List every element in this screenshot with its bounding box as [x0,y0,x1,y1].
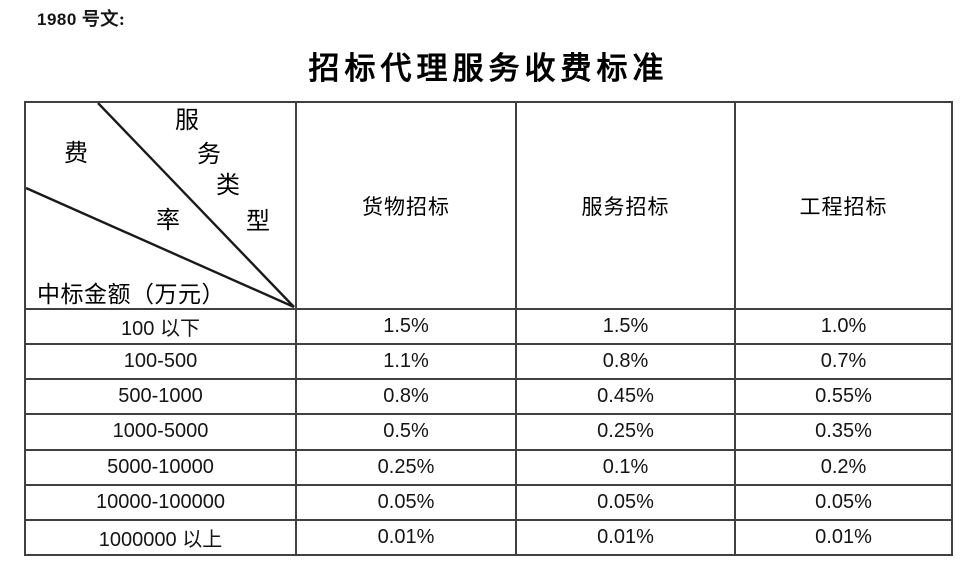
rate-value: 0.7% [820,350,867,373]
corner-type-char-4: 型 [246,209,270,235]
amount-range: 1000-5000 [112,420,209,443]
corner-type-char-3: 类 [216,173,240,199]
doc-number: 1980 [37,10,77,29]
table-row: 1000000 以上 0.01% 0.01% 0.01% [26,520,951,554]
rate-value: 0.8% [602,350,649,373]
rate-value: 0.05% [815,490,872,513]
rate-value: 1.0% [820,315,867,338]
rate-value: 0.05% [597,490,654,513]
amount-range: 500-1000 [118,385,203,408]
rate-value: 0.01% [377,525,435,548]
table-row: 100-500 1.1% 0.8% 0.7% [26,345,951,381]
rate-value: 0.35% [815,420,872,443]
rate-value: 0.01% [597,525,654,548]
corner-type-char-2: 务 [197,142,221,168]
table-row: 10000-100000 0.05% 0.05% 0.05% [26,485,951,521]
rate-value: 0.25% [377,455,435,478]
rate-value: 0.45% [597,385,654,408]
rate-value: 0.8% [383,385,429,408]
rate-value: 0.2% [820,455,867,478]
corner-type-char-1: 服 [175,108,199,134]
rate-value: 0.1% [602,455,649,478]
rate-value: 0.5% [383,420,429,443]
corner-row-axis-label: 中标金额（万元） [37,282,225,307]
rate-value: 0.25% [597,420,654,443]
amount-range: 100 以下 [121,318,200,341]
table-row: 100 以下 1.5% 1.5% 1.0% [26,310,951,346]
amount-range: 10000-100000 [95,490,225,513]
table-row: 500-1000 0.8% 0.45% 0.55% [26,380,951,416]
amount-range: 100-500 [123,350,198,373]
corner-rate-char: 率 [156,208,180,234]
column-header-engineering: 工程招标 [799,194,888,219]
amount-range: 1000000 以上 [98,528,223,551]
table-header-row: 服 费 务 类 率 型 中标金额（万元） 货物招标 服务招标 工程招标 [26,103,951,310]
diagonal-corner-cell: 服 费 务 类 率 型 中标金额（万元） [26,103,297,308]
rate-value: 0.01% [815,525,872,548]
rate-value: 1.5% [602,315,649,338]
table-row: 5000-10000 0.25% 0.1% 0.2% [26,450,951,486]
fee-rate-table: 服 费 务 类 率 型 中标金额（万元） 货物招标 服务招标 工程招标 100 … [24,101,953,556]
corner-fee-char: 费 [64,141,88,167]
amount-range: 5000-10000 [107,455,214,478]
page-title: 招标代理服务收费标准 [308,51,669,86]
doc-number-suffix: 号文: [81,9,126,29]
column-header-goods: 货物招标 [362,194,450,219]
table-row: 1000-5000 0.5% 0.25% 0.35% [26,415,951,451]
rate-value: 0.05% [377,490,435,513]
column-header-services: 服务招标 [581,194,670,219]
rate-value: 1.5% [383,315,429,338]
rate-value: 0.55% [815,385,872,408]
doc-number-label: 1980 号文: [37,5,125,31]
rate-value: 1.1% [383,350,429,373]
diagonal-divider-lines [26,103,295,308]
